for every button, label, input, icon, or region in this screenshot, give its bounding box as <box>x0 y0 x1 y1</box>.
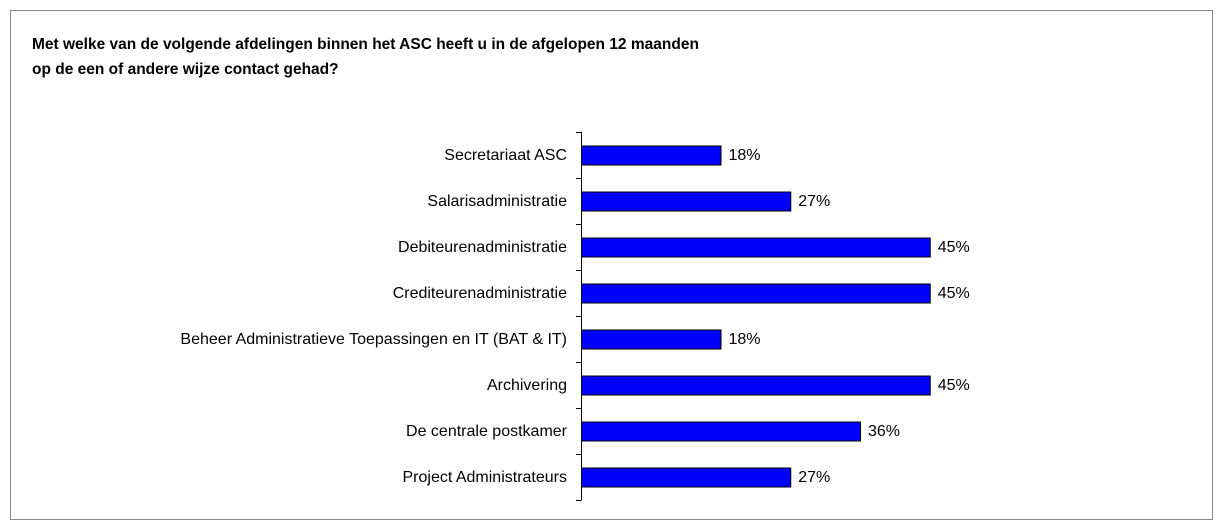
category-label: Secretariaat ASC <box>444 147 567 164</box>
bar <box>581 191 792 212</box>
value-label: 27% <box>798 193 830 210</box>
bar <box>581 375 931 396</box>
value-label: 18% <box>729 331 761 348</box>
category-label: Project Administrateurs <box>402 469 567 486</box>
category-label: Debiteurenadministratie <box>398 239 567 256</box>
value-label: 18% <box>729 147 761 164</box>
chart-title: Met welke van de volgende afdelingen bin… <box>32 36 699 53</box>
chart-frame <box>10 10 1213 520</box>
category-label: Crediteurenadministratie <box>393 285 567 302</box>
value-label: 27% <box>798 469 830 486</box>
chart-title: op de een of andere wijze contact gehad? <box>32 61 339 78</box>
value-label: 45% <box>938 377 970 394</box>
bar <box>581 283 931 304</box>
bar <box>581 237 931 258</box>
bar <box>581 467 792 488</box>
category-label: Beheer Administratieve Toepassingen en I… <box>180 331 567 348</box>
value-label: 36% <box>868 423 900 440</box>
category-label: De centrale postkamer <box>406 423 568 440</box>
value-label: 45% <box>938 239 970 256</box>
category-label: Salarisadministratie <box>427 193 567 210</box>
bar <box>581 421 861 442</box>
value-label: 45% <box>938 285 970 302</box>
bar <box>581 145 722 166</box>
category-label: Archivering <box>487 377 567 394</box>
bar <box>581 329 722 350</box>
